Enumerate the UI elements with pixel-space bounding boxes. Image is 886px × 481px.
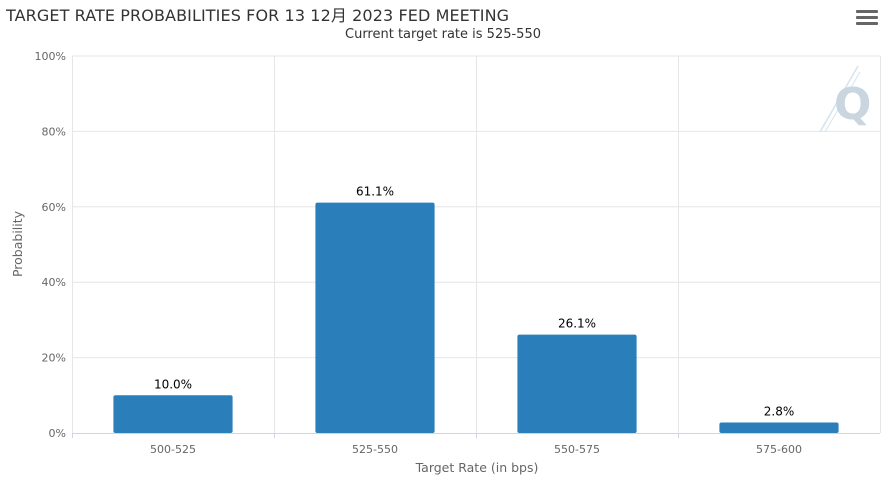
x-axis-title: Target Rate (in bps) <box>415 460 539 475</box>
bar-575-600[interactable] <box>719 422 839 433</box>
watermark-letter: Q <box>834 79 871 130</box>
y-tick-label: 60% <box>42 201 66 214</box>
data-label: 10.0% <box>154 377 192 391</box>
chart-title: TARGET RATE PROBABILITIES FOR 13 12月 202… <box>6 6 510 25</box>
x-axis-ticks: 500-525 525-550 550-575 575-600 <box>72 433 802 456</box>
y-tick-label: 0% <box>49 427 66 440</box>
x-tick-label: 525-550 <box>352 443 398 456</box>
watermark-logo: Q <box>819 65 871 133</box>
bar-500-525[interactable] <box>113 395 233 433</box>
y-tick-label: 40% <box>42 276 66 289</box>
data-label: 61.1% <box>356 185 394 199</box>
bar-550-575[interactable] <box>517 334 637 433</box>
y-axis-title: Probability <box>10 210 25 277</box>
data-label: 2.8% <box>764 404 795 418</box>
bar-525-550[interactable] <box>315 202 435 433</box>
bars: 10.0% 61.1% 26.1% 2.8% <box>113 185 839 433</box>
hamburger-menu-icon[interactable] <box>856 10 878 28</box>
x-tick-label: 550-575 <box>554 443 600 456</box>
data-label: 26.1% <box>558 317 596 331</box>
x-tick-label: 500-525 <box>150 443 196 456</box>
y-axis-ticks: 0% 20% 40% 60% 80% 100% <box>35 50 66 440</box>
x-tick-label: 575-600 <box>756 443 802 456</box>
gridlines <box>72 55 881 433</box>
chart-subtitle: Current target rate is 525-550 <box>345 27 541 42</box>
y-tick-label: 80% <box>42 125 66 138</box>
y-tick-label: 100% <box>35 50 66 63</box>
y-tick-label: 20% <box>42 352 66 365</box>
